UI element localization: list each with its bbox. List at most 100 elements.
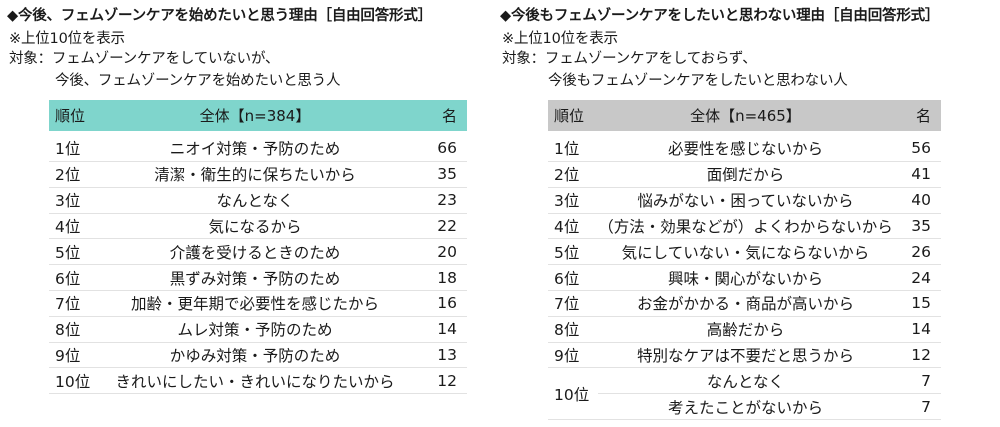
reason-cell: 興味・関心がないから (598, 264, 893, 291)
rank-cell: 1位 (548, 131, 599, 162)
header-rank: 順位 (49, 100, 103, 131)
count-cell: 13 (407, 342, 467, 369)
table-row: 9位 かゆみ対策・予防のため 13 (49, 342, 467, 369)
table-row: 9位 特別なケアは不要だと思うから 12 (548, 342, 941, 369)
rank-cell: 5位 (49, 238, 103, 266)
header-count: 名 (892, 100, 941, 131)
header-group: 全体【n=384】 (103, 100, 407, 131)
count-cell: 20 (407, 238, 467, 266)
rank-cell: 2位 (49, 161, 103, 188)
rank-cell: 10位 (49, 367, 103, 395)
reason-cell: かゆみ対策・予防のため (103, 342, 407, 369)
rank-cell: 10位 (548, 367, 599, 420)
reason-cell: 面倒だから (598, 161, 893, 188)
count-cell: 7 (892, 393, 941, 420)
rank-cell: 7位 (49, 290, 103, 317)
reason-cell: 介護を受けるときのため (103, 238, 407, 266)
table-row: 4位 気になるから 22 (49, 213, 467, 240)
count-cell: 26 (892, 238, 941, 266)
table-row: 6位 黒ずみ対策・予防のため 18 (49, 264, 467, 291)
rank-cell: 4位 (49, 213, 103, 240)
rank-cell: 6位 (548, 264, 599, 291)
rank-cell: 5位 (548, 238, 599, 266)
left-note: ※上位10位を表示 (9, 31, 125, 47)
table-row: 4位 （方法・効果などが）よくわからないから 35 (548, 213, 941, 240)
reason-cell: 黒ずみ対策・予防のため (103, 264, 407, 291)
left-target-line1: 対象：フェムゾーンケアをしていないが、 (9, 51, 280, 67)
table-row: 3位 悩みがない・困っていないから 40 (548, 187, 941, 214)
rank-cell: 7位 (548, 290, 599, 317)
count-cell: 23 (407, 187, 467, 214)
header-group: 全体【n=465】 (598, 100, 893, 131)
reason-cell: 清潔・衛生的に保ちたいから (103, 161, 407, 188)
reason-cell: お金がかかる・商品が高いから (598, 290, 893, 317)
table-row: 考えたことがないから 7 (548, 393, 941, 420)
right-note: ※上位10位を表示 (502, 31, 618, 47)
count-cell: 12 (892, 342, 941, 369)
right-target-line1: 対象：フェムゾーンケアをしておらず、 (502, 51, 757, 67)
rank-cell: 4位 (548, 213, 599, 240)
table-row: 7位 お金がかかる・商品が高いから 15 (548, 290, 941, 317)
left-title: ◆今後、フェムゾーンケアを始めたいと思う理由［自由回答形式］ (7, 8, 432, 24)
rank-cell: 9位 (49, 342, 103, 369)
reason-cell: 気にしていない・気にならないから (598, 238, 893, 266)
count-cell: 35 (407, 161, 467, 188)
left-ranking-table: 順位 全体【n=384】 名 1位 ニオイ対策・予防のため 66 2位 清潔・衛生的に保… (49, 100, 467, 395)
count-cell: 40 (892, 187, 941, 214)
right-title: ◆今後もフェムゾーンケアをしたいと思わない理由［自由回答形式］ (500, 8, 940, 24)
rank-cell: 3位 (49, 187, 103, 214)
reason-cell: なんとなく (103, 187, 407, 214)
reason-cell: ニオイ対策・予防のため (103, 131, 407, 162)
table-header-row: 順位 全体【n=384】 名 (49, 100, 467, 131)
count-cell: 12 (407, 367, 467, 395)
header-count: 名 (407, 100, 467, 131)
reason-cell: ムレ対策・予防のため (103, 316, 407, 343)
reason-cell: 加齢・更年期で必要性を感じたから (103, 290, 407, 317)
header-rank: 順位 (548, 100, 599, 131)
count-cell: 18 (407, 264, 467, 291)
table-row: 7位 加齢・更年期で必要性を感じたから 16 (49, 290, 467, 317)
table-header-row: 順位 全体【n=465】 名 (548, 100, 941, 131)
table-row: 6位 興味・関心がないから 24 (548, 264, 941, 291)
right-ranking-table: 順位 全体【n=465】 名 1位 必要性を感じないから 56 2位 面倒だから 41 3位… (548, 100, 941, 420)
table-row: 1位 ニオイ対策・予防のため 66 (49, 131, 467, 162)
count-cell: 35 (892, 213, 941, 240)
reason-cell: （方法・効果などが）よくわからないから (598, 213, 893, 240)
count-cell: 16 (407, 290, 467, 317)
count-cell: 22 (407, 213, 467, 240)
count-cell: 56 (892, 131, 941, 162)
table-row: 5位 気にしていない・気にならないから 26 (548, 238, 941, 266)
count-cell: 7 (892, 367, 941, 395)
count-cell: 66 (407, 131, 467, 162)
count-cell: 14 (407, 316, 467, 343)
table-row: 2位 面倒だから 41 (548, 161, 941, 188)
count-cell: 24 (892, 264, 941, 291)
rank-cell: 8位 (548, 316, 599, 343)
table-row: 10位 きれいにしたい・きれいになりたいから 12 (49, 367, 467, 395)
reason-cell: 高齢だから (598, 316, 893, 343)
reason-cell: なんとなく (598, 367, 893, 395)
rank-cell: 9位 (548, 342, 599, 369)
table-row: 8位 ムレ対策・予防のため 14 (49, 316, 467, 343)
count-cell: 41 (892, 161, 941, 188)
table-row: 10位 なんとなく 7 (548, 367, 941, 420)
table-row: 2位 清潔・衛生的に保ちたいから 35 (49, 161, 467, 188)
rank-cell: 1位 (49, 131, 103, 162)
reason-cell: 悩みがない・困っていないから (598, 187, 893, 214)
reason-cell: きれいにしたい・きれいになりたいから (103, 367, 407, 395)
reason-cell: 考えたことがないから (598, 393, 893, 420)
rank-cell: 8位 (49, 316, 103, 343)
rank-cell: 6位 (49, 264, 103, 291)
left-target-line2: 今後、フェムゾーンケアを始めたいと思う人 (55, 73, 341, 89)
right-target-line2: 今後もフェムゾーンケアをしたいと思わない人 (548, 73, 848, 89)
table-row: 5位 介護を受けるときのため 20 (49, 238, 467, 266)
rank-cell: 2位 (548, 161, 599, 188)
table-row: 1位 必要性を感じないから 56 (548, 131, 941, 162)
reason-cell: 特別なケアは不要だと思うから (598, 342, 893, 369)
count-cell: 15 (892, 290, 941, 317)
count-cell: 14 (892, 316, 941, 343)
reason-cell: 気になるから (103, 213, 407, 240)
table-row: 8位 高齢だから 14 (548, 316, 941, 343)
rank-cell: 3位 (548, 187, 599, 214)
reason-cell: 必要性を感じないから (598, 131, 893, 162)
